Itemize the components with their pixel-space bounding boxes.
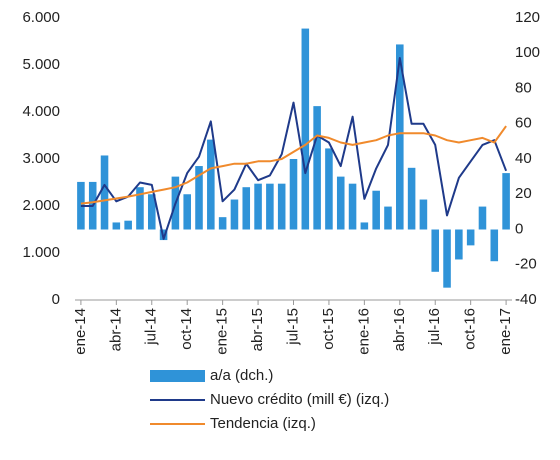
bar [419, 199, 428, 230]
bar [218, 217, 227, 230]
bar [183, 194, 191, 230]
legend-swatch [150, 370, 205, 382]
bar [301, 28, 310, 230]
bar [455, 229, 463, 260]
x-tick-label: ene-17 [497, 308, 514, 355]
bar [466, 229, 475, 246]
y2-tick-label: 80 [515, 79, 532, 96]
bar [112, 222, 121, 230]
x-tick-label: ene-14 [72, 308, 89, 355]
bar [147, 194, 156, 230]
x-tick-label: abr-16 [391, 308, 408, 351]
bar [195, 166, 203, 230]
y2-tick-label: 0 [515, 220, 523, 237]
x-tick-label: ene-16 [355, 308, 372, 355]
y-tick-label: 4.000 [22, 103, 60, 120]
legend-label: a/a (dch.) [210, 367, 273, 384]
x-tick-label: abr-15 [249, 308, 266, 351]
bar [266, 183, 274, 230]
bar [230, 199, 239, 230]
bar [289, 159, 298, 230]
y2-tick-label: 120 [515, 9, 540, 26]
y2-tick-label: 60 [515, 115, 532, 132]
bar [242, 187, 251, 230]
legend-label: Nuevo crédito (mill €) (izq.) [210, 391, 389, 408]
bar [207, 139, 215, 230]
bar [384, 206, 392, 230]
x-tick-label: oct-16 [462, 308, 479, 350]
x-tick-label: jul-16 [426, 308, 443, 346]
bar [431, 229, 440, 272]
y-tick-label: 5.000 [22, 56, 60, 73]
bar [478, 206, 487, 230]
x-tick-label: oct-14 [178, 308, 195, 350]
bar [277, 183, 286, 230]
y2-tick-label: 20 [515, 185, 532, 202]
y2-tick-label: -20 [515, 256, 537, 273]
bar [502, 173, 510, 230]
line [80, 57, 508, 240]
legend-label: Tendencia (izq.) [210, 415, 316, 432]
bar [490, 229, 499, 262]
x-tick-label: jul-14 [143, 308, 160, 346]
y-tick-label: 2.000 [22, 197, 60, 214]
bar [407, 167, 416, 230]
bar [360, 222, 369, 230]
x-tick-label: oct-15 [320, 308, 337, 350]
y-tick-label: 3.000 [22, 150, 60, 167]
bar [124, 220, 132, 230]
x-tick-label: ene-15 [214, 308, 231, 355]
bar [313, 106, 321, 230]
y2-tick-label: -40 [515, 291, 537, 308]
y-tick-label: 0 [52, 291, 60, 308]
bar [443, 229, 451, 288]
bar [348, 183, 357, 230]
line [80, 125, 507, 205]
y-tick-label: 1.000 [22, 244, 60, 261]
x-tick-label: abr-14 [107, 308, 124, 351]
bar [336, 176, 345, 230]
bar [136, 187, 144, 230]
y-tick-label: 6.000 [22, 9, 60, 26]
bar [325, 148, 333, 230]
bar [100, 155, 109, 230]
y2-tick-label: 100 [515, 44, 540, 61]
bar [396, 44, 404, 230]
bar [254, 183, 262, 230]
y2-tick-label: 40 [515, 150, 532, 167]
bar [372, 190, 380, 230]
x-tick-label: jul-15 [284, 308, 301, 346]
